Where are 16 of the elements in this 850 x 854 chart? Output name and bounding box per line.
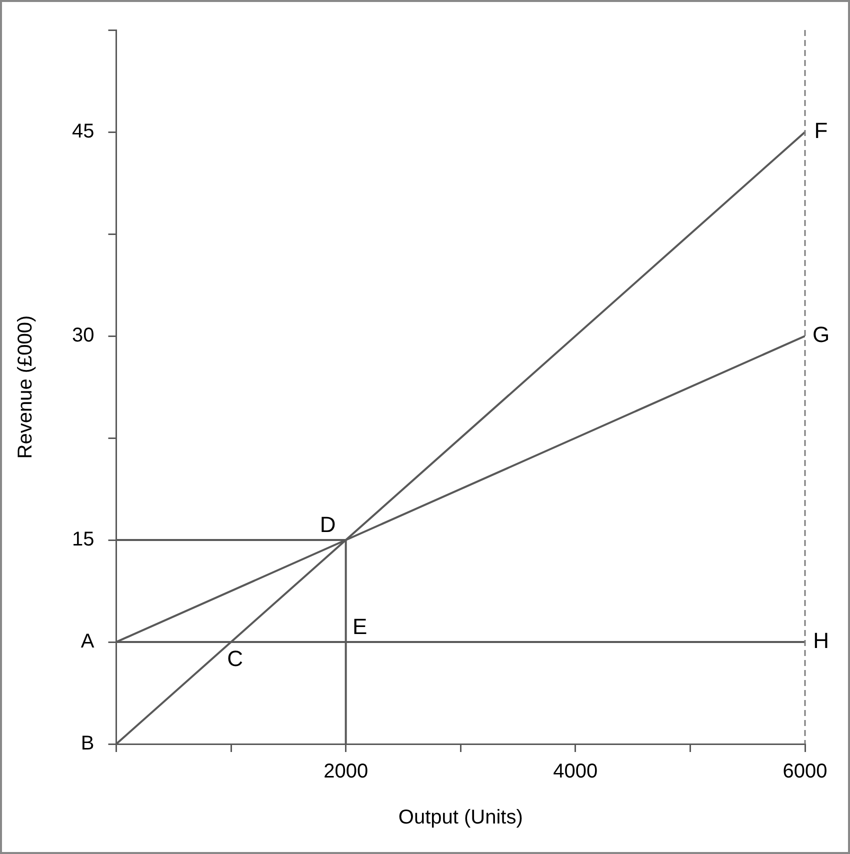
y-tick-label: 30	[72, 324, 94, 347]
y-tick-label: B	[80, 732, 94, 755]
annotation: H	[813, 628, 829, 654]
y-axis-title: Revenue (£000)	[14, 315, 37, 459]
x-tick-label: 4000	[553, 760, 598, 783]
y-tick-label: 15	[72, 528, 94, 551]
annotation: G	[812, 322, 830, 348]
x-axis-title: Output (Units)	[398, 806, 523, 829]
x-tick-label: 6000	[782, 760, 828, 783]
annotation: D	[320, 512, 336, 538]
x-tick-label: 2000	[324, 760, 368, 783]
y-tick-label: 45	[72, 120, 94, 143]
annotation: E	[352, 614, 368, 640]
y-tick-label: A	[80, 630, 95, 653]
annotation: F	[814, 118, 828, 144]
annotation: C	[227, 646, 244, 672]
